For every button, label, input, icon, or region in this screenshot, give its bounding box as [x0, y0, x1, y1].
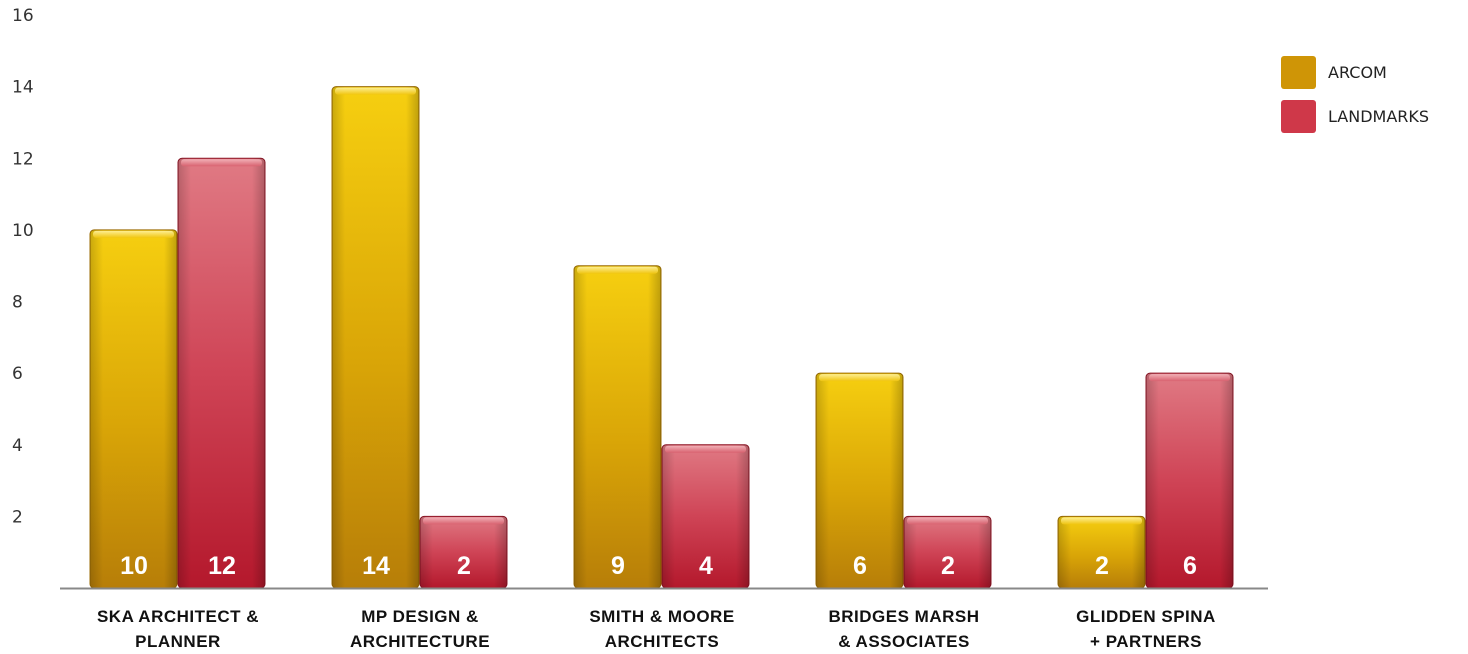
bar-shading	[332, 86, 419, 588]
legend-label: LANDMARKS	[1328, 107, 1429, 126]
legend-swatch	[1281, 56, 1316, 89]
x-tick-label: & ASSOCIATES	[838, 632, 970, 651]
x-tick-label: PLANNER	[135, 632, 221, 651]
bar-shading	[1146, 373, 1233, 588]
x-tick-label: GLIDDEN SPINA	[1076, 607, 1216, 626]
legend-item: LANDMARKS	[1281, 100, 1429, 133]
y-tick-label: 14	[12, 78, 34, 98]
bar-shading	[90, 229, 177, 588]
legend: ARCOM LANDMARKS	[1281, 56, 1429, 133]
y-tick-label: 4	[12, 436, 23, 456]
data-label: 14	[362, 552, 390, 580]
bar-shading	[662, 444, 749, 588]
bar: 2	[419, 515, 508, 589]
x-tick-label: MP DESIGN &	[361, 607, 479, 626]
y-tick-label: 6	[12, 364, 23, 384]
x-tick-label: SKA ARCHITECT &	[97, 607, 259, 626]
bar-shading	[816, 373, 903, 588]
legend-label: ARCOM	[1328, 63, 1387, 82]
y-tick-label: 16	[12, 6, 34, 26]
data-label: 6	[853, 552, 867, 580]
data-label: 2	[1095, 552, 1109, 580]
bar: 10	[89, 229, 178, 589]
y-tick-label: 8	[12, 293, 23, 313]
bar-highlight	[181, 159, 262, 167]
data-label: 9	[611, 552, 625, 580]
bar-highlight	[819, 374, 900, 382]
bar-shading	[574, 265, 661, 588]
y-tick-label: 2	[12, 507, 23, 527]
bar-shading	[1058, 516, 1145, 588]
bar-highlight	[93, 230, 174, 238]
bar: 6	[1145, 372, 1234, 589]
bars: 10 12 14 2 9 4 6 2 2 6	[89, 86, 1234, 589]
bar-highlight	[907, 517, 988, 525]
bar-highlight	[423, 517, 504, 525]
data-label: 10	[120, 552, 148, 580]
y-tick-label: 12	[12, 149, 34, 169]
bar-highlight	[577, 266, 658, 274]
bar: 2	[1057, 515, 1146, 589]
data-label: 2	[457, 552, 471, 580]
bar-highlight	[1061, 517, 1142, 525]
data-label: 4	[699, 552, 713, 580]
bar: 6	[815, 372, 904, 589]
x-tick-label: ARCHITECTS	[605, 632, 720, 651]
data-label: 12	[208, 552, 236, 580]
x-tick-label: BRIDGES MARSH	[828, 607, 979, 626]
bar: 14	[331, 86, 420, 589]
bar: 12	[177, 157, 266, 589]
x-axis-labels: SKA ARCHITECT & PLANNER MP DESIGN & ARCHITE…	[97, 607, 1216, 651]
x-tick-label: SMITH & MOORE	[589, 607, 734, 626]
bar-shading	[904, 516, 991, 588]
legend-swatch	[1281, 100, 1316, 133]
y-axis: 2 4 6 8 10 12 14 16	[12, 6, 34, 527]
bar-shading	[178, 158, 265, 588]
y-tick-label: 10	[12, 221, 34, 241]
legend-item: ARCOM	[1281, 56, 1387, 89]
bar-shading	[420, 516, 507, 588]
bar-highlight	[335, 87, 416, 95]
bar-highlight	[665, 445, 746, 453]
bar: 2	[903, 515, 992, 589]
bar: 9	[573, 265, 662, 589]
bar-highlight	[1149, 374, 1230, 382]
data-label: 2	[941, 552, 955, 580]
x-tick-label: ARCHITECTURE	[350, 632, 490, 651]
x-tick-label: + PARTNERS	[1090, 632, 1202, 651]
data-label: 6	[1183, 552, 1197, 580]
bar: 4	[661, 444, 750, 589]
